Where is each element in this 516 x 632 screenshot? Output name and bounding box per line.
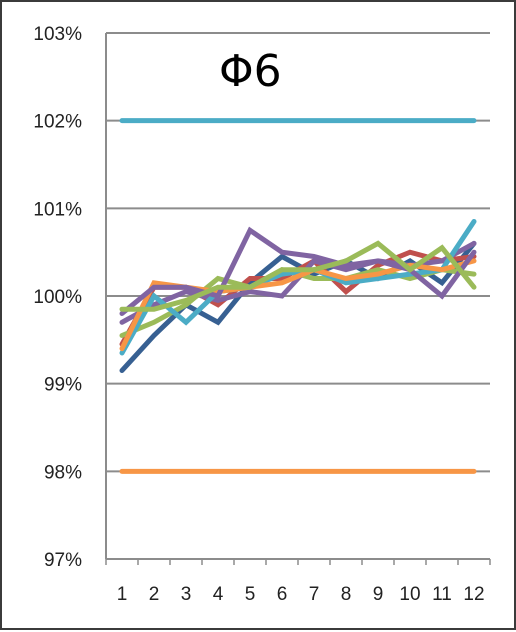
chart-title: Φ6: [219, 46, 282, 97]
data-series: [119, 219, 477, 373]
y-tick-label: 102%: [33, 112, 82, 133]
y-tick-label: 98%: [44, 462, 82, 483]
x-tick-label: 4: [213, 584, 224, 605]
x-tick-label: 5: [245, 584, 256, 605]
reference-lines: [119, 118, 477, 474]
y-tick-label: 97%: [44, 550, 82, 571]
y-tick-label: 100%: [33, 287, 82, 308]
y-tick-label: 99%: [44, 375, 82, 396]
series-line: [119, 226, 477, 316]
x-tick-label: 11: [432, 584, 452, 605]
x-tick-label: 1: [117, 584, 128, 605]
x-axis-tick-labels: 1 2 3 4 5 6 7 8 9 10 11 12: [117, 584, 485, 605]
x-tick-label: 8: [341, 584, 352, 605]
x-tick-label: 9: [373, 584, 384, 605]
y-axis-tick-labels: 97% 98% 99% 100% 101% 102% 103%: [33, 24, 82, 571]
x-tick-label: 6: [277, 584, 288, 605]
x-tick-label: 12: [463, 584, 484, 605]
x-tick-label: 2: [149, 584, 160, 605]
x-tick-label: 10: [399, 584, 420, 605]
gridlines: [106, 32, 490, 560]
y-tick-label: 103%: [33, 24, 82, 45]
y-tick-label: 101%: [33, 199, 82, 220]
x-tick-label: 3: [181, 584, 192, 605]
series-line: [119, 240, 477, 312]
axes: [105, 33, 491, 565]
x-tick-label: 7: [309, 584, 320, 605]
